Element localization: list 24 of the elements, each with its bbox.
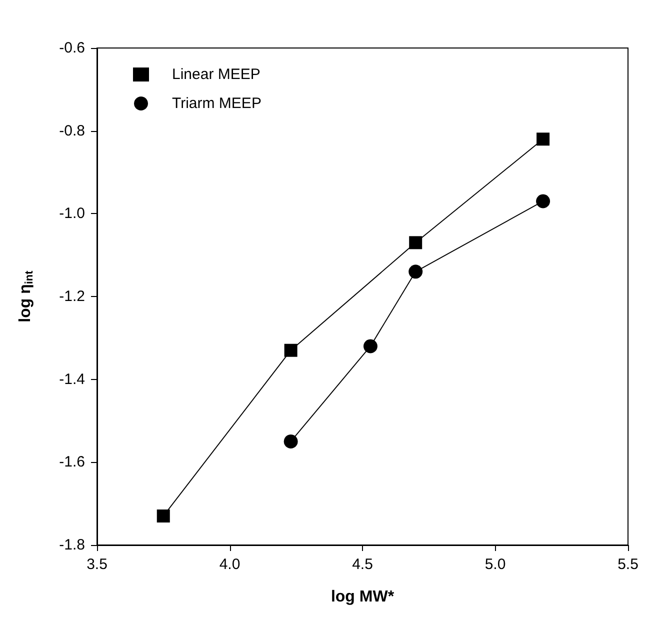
y-tick-label: -1.4 — [59, 370, 85, 388]
y-tick-label: -0.6 — [59, 40, 85, 56]
x-tick-label: 5.5 — [618, 556, 638, 573]
legend-label: Linear MEEP — [172, 66, 260, 83]
point — [409, 236, 422, 250]
point — [536, 132, 550, 146]
point — [536, 194, 550, 208]
point — [408, 264, 423, 279]
point — [156, 510, 170, 523]
x-tick-label: 5.0 — [484, 556, 506, 573]
x-tick-label: 4.5 — [352, 556, 373, 573]
x-tick-label: 4.0 — [219, 556, 240, 573]
y-tick-label: -1.0 — [59, 205, 85, 222]
x-tick-label: 3.5 — [86, 556, 108, 573]
point — [284, 434, 298, 448]
y-tick-label: -0.8 — [59, 122, 85, 140]
legend-label: Triarm MEEP — [172, 95, 262, 112]
y-axis-title: log ηint — [17, 270, 36, 322]
point — [363, 339, 378, 354]
y-tick-label: -1.8 — [59, 536, 85, 554]
y-tick-label: -1.2 — [59, 288, 85, 305]
point — [284, 344, 298, 357]
x-axis-title: log MW* — [330, 588, 395, 606]
y-tick-label: -1.6 — [59, 454, 85, 471]
